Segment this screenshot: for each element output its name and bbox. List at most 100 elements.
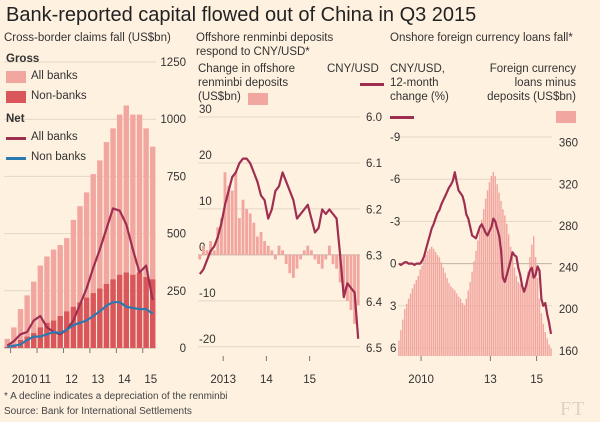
p3-bar — [550, 348, 552, 356]
p3-bar — [457, 296, 460, 356]
p3-bar — [444, 272, 446, 356]
p1-bar — [77, 206, 83, 348]
p2-right-tick-label: 6.2 — [366, 204, 382, 216]
p3-bar — [529, 257, 531, 356]
legend-label-gross-all: All banks — [31, 70, 78, 82]
p3-bar — [482, 209, 485, 356]
p1-bar — [50, 320, 57, 348]
p2-bar — [237, 218, 241, 255]
p3-bar — [438, 257, 441, 356]
p2-bar — [205, 250, 209, 255]
ft-logo: FT — [560, 398, 586, 420]
p2-bar — [349, 254, 353, 311]
p2-left-tick-label: -10 — [199, 288, 216, 300]
panel3-subtitle: Onshore foreign currency loans fall* — [390, 32, 573, 44]
p2-bar — [302, 250, 306, 255]
p3-bar — [506, 223, 508, 356]
p1-bar — [110, 128, 116, 348]
p3-bar — [523, 288, 525, 356]
p2-bar — [295, 254, 299, 269]
page-title: Bank-reported capital flowed out of Chin… — [6, 4, 477, 26]
p3-series-line — [398, 171, 553, 335]
p3-bar — [463, 304, 466, 356]
p3-bar — [507, 234, 510, 356]
p3-left-tick-label: 6 — [390, 343, 396, 355]
p3-bar — [517, 282, 520, 356]
p2-bar — [255, 236, 259, 255]
p1-bar — [31, 281, 37, 348]
p2-bar — [284, 254, 288, 265]
p1-y-tick-label: 750 — [167, 171, 186, 183]
p2-bar — [216, 227, 220, 255]
p3-bar — [461, 302, 464, 356]
p3-bar — [531, 244, 533, 356]
p2-bar — [241, 199, 245, 255]
p3-bar — [536, 277, 539, 356]
p3-bar — [471, 271, 473, 356]
p3-bar — [448, 283, 450, 356]
p2-bar — [317, 254, 321, 265]
p3-bar — [429, 248, 431, 356]
p1-bar — [50, 249, 57, 348]
p3-bar — [504, 215, 506, 356]
p1-x-tick-label: 14 — [118, 374, 131, 386]
p2-bar — [227, 185, 231, 255]
p1-bar — [4, 338, 11, 348]
p2-left-tick-label: 30 — [199, 104, 212, 116]
p1-bar — [143, 128, 149, 348]
p3-bar — [519, 284, 521, 356]
p3-bar — [542, 323, 545, 356]
p2-bar — [324, 254, 328, 260]
p2-bar — [259, 231, 263, 255]
p3-bar — [484, 198, 487, 356]
p1-bar — [143, 277, 149, 348]
p3-bar — [407, 298, 410, 356]
p2-bar — [263, 241, 267, 255]
p2-bar — [288, 254, 292, 274]
p3-bar — [538, 298, 541, 356]
p1-y-tick-label: 1250 — [160, 57, 186, 69]
p1-x-tick-label: 11 — [39, 374, 51, 386]
p2-right-tick-label: 6.0 — [366, 112, 382, 124]
p3-bar — [411, 288, 414, 356]
p2-series-line — [198, 157, 360, 339]
p1-bar — [24, 336, 30, 348]
p2-bar — [342, 254, 346, 292]
p1-y-tick-label: 1000 — [160, 114, 186, 126]
p2-bar — [335, 254, 339, 269]
p2-bar — [345, 254, 349, 301]
p3-right-tick-label: 360 — [559, 138, 578, 150]
p2-right-tick-label: 6.5 — [366, 343, 382, 355]
p3-bar — [475, 250, 477, 356]
p3-bar — [415, 280, 418, 356]
p3-bar — [500, 200, 502, 356]
p3-bar — [417, 275, 419, 356]
p2-left-tick-label: 20 — [199, 150, 212, 162]
p2-bar — [320, 254, 324, 269]
p3-bar — [509, 246, 512, 356]
panel3-line-swatch — [390, 116, 414, 119]
p3-bar — [488, 182, 491, 356]
p1-bar — [130, 274, 136, 348]
p3-bar — [434, 251, 437, 356]
p1-bar — [70, 306, 77, 348]
p3-bar — [481, 219, 483, 356]
p3-bar — [419, 269, 421, 356]
p1-x-tick-label: 2010 — [12, 374, 38, 386]
p3-bar — [409, 293, 412, 356]
p3-bar — [442, 267, 444, 356]
p1-bar — [31, 333, 37, 348]
p3-bar — [446, 277, 448, 356]
p3-bar — [425, 255, 427, 356]
p1-bar — [123, 272, 129, 348]
p3-bar — [432, 248, 435, 356]
p3-bar — [544, 332, 546, 356]
p1-bar — [149, 146, 156, 348]
p3-left-tick-label: -3 — [390, 216, 400, 228]
p2-bar — [230, 190, 234, 255]
p3-left-tick-label: -9 — [390, 132, 400, 144]
panel3-right-label: Foreign currency loans minus deposits (U… — [487, 63, 576, 103]
p3-bar — [413, 284, 416, 356]
p2-bar — [198, 254, 202, 260]
p2-bar — [277, 245, 281, 255]
